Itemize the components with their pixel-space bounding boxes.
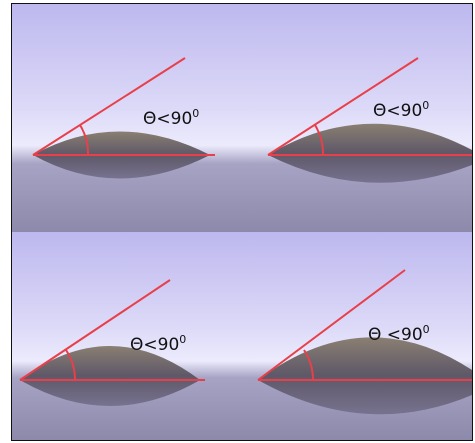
angle-label: Θ<900	[143, 107, 199, 129]
panel: Θ<900	[240, 4, 472, 232]
figure: Θ<900 Θ<900 Θ<900 Θ <900	[0, 0, 475, 443]
angle-label: Θ<900	[130, 333, 186, 355]
panel: Θ<900	[12, 232, 240, 440]
panel: Θ<900	[12, 4, 240, 232]
angle-label: Θ<900	[373, 99, 429, 121]
panel: Θ <900	[240, 232, 472, 440]
angle-label: Θ <900	[368, 323, 430, 345]
